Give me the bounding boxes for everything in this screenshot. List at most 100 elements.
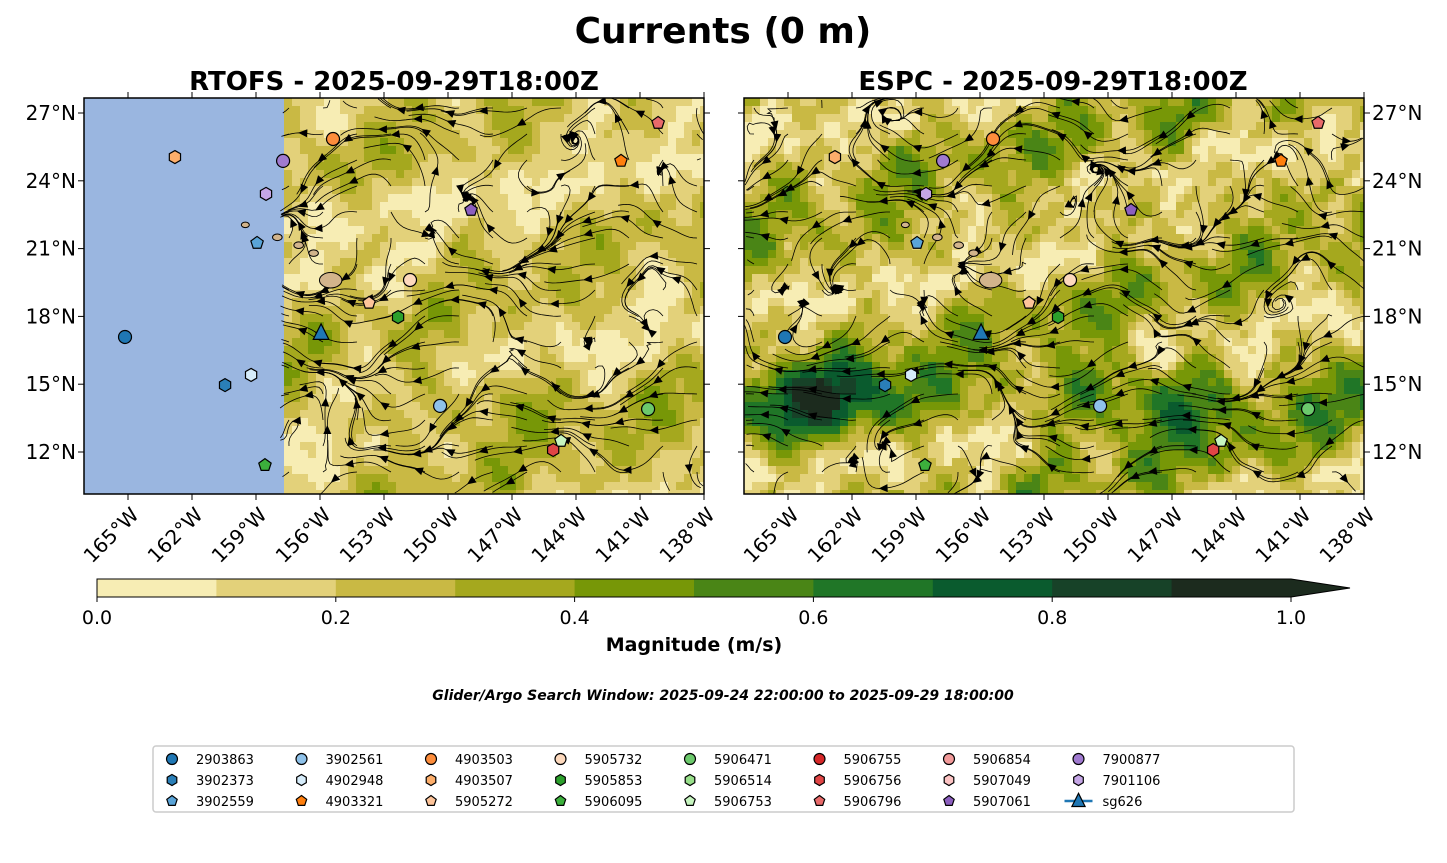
magnitude-cell [100, 426, 109, 435]
magnitude-cell [252, 170, 261, 179]
magnitude-cell [228, 378, 237, 387]
magnitude-cell [252, 298, 261, 307]
magnitude-cell [548, 202, 557, 211]
magnitude-cell [572, 346, 581, 355]
magnitude-cell [832, 146, 841, 155]
magnitude-cell [976, 98, 985, 107]
magnitude-cell [540, 354, 549, 363]
magnitude-cell [484, 186, 493, 195]
magnitude-cell [204, 122, 213, 131]
magnitude-cell [380, 202, 389, 211]
magnitude-cell [372, 474, 381, 483]
magnitude-cell [236, 346, 245, 355]
magnitude-cell [436, 194, 445, 203]
magnitude-cell [700, 282, 704, 291]
magnitude-cell [676, 282, 685, 291]
magnitude-cell [148, 282, 157, 291]
magnitude-cell [604, 394, 613, 403]
magnitude-cell [1152, 154, 1161, 163]
magnitude-cell [188, 154, 197, 163]
magnitude-cell [164, 194, 173, 203]
float-marker [614, 153, 628, 167]
magnitude-cell [84, 458, 93, 467]
magnitude-cell [492, 218, 501, 227]
magnitude-cell [596, 282, 605, 291]
magnitude-cell [668, 474, 677, 483]
magnitude-cell [172, 434, 181, 443]
magnitude-cell [228, 450, 237, 459]
magnitude-cell [588, 330, 597, 339]
magnitude-cell [220, 154, 229, 163]
magnitude-cell [436, 250, 445, 259]
magnitude-cell [776, 146, 785, 155]
magnitude-cell [148, 418, 157, 427]
magnitude-cell [180, 138, 189, 147]
magnitude-cell [628, 370, 637, 379]
magnitude-cell [100, 378, 109, 387]
magnitude-cell [784, 154, 793, 163]
magnitude-cell [620, 234, 629, 243]
magnitude-cell [540, 210, 549, 219]
magnitude-cell [596, 226, 605, 235]
magnitude-cell [524, 266, 533, 275]
magnitude-cell [420, 218, 429, 227]
magnitude-cell [252, 474, 261, 483]
magnitude-cell [944, 98, 953, 107]
magnitude-cell [124, 354, 133, 363]
magnitude-cell [676, 370, 685, 379]
magnitude-cell [228, 346, 237, 355]
magnitude-cell [180, 154, 189, 163]
magnitude-cell [268, 474, 277, 483]
magnitude-cell [428, 130, 437, 139]
magnitude-cell [268, 394, 277, 403]
magnitude-cell [612, 466, 621, 475]
magnitude-cell [500, 402, 509, 411]
magnitude-cell [444, 322, 453, 331]
magnitude-cell [676, 202, 685, 211]
streamline [281, 285, 290, 291]
magnitude-cell [484, 338, 493, 347]
magnitude-cell [428, 274, 437, 283]
magnitude-cell [84, 114, 93, 123]
magnitude-cell [692, 466, 701, 475]
magnitude-cell [156, 402, 165, 411]
magnitude-cell [960, 98, 969, 107]
magnitude-cell [476, 466, 485, 475]
magnitude-cell [636, 338, 645, 347]
magnitude-cell [220, 226, 229, 235]
magnitude-cell [484, 242, 493, 251]
magnitude-cell [692, 402, 701, 411]
magnitude-cell [332, 170, 341, 179]
magnitude-cell [540, 170, 549, 179]
magnitude-cell [92, 402, 101, 411]
magnitude-cell [676, 402, 685, 411]
magnitude-cell [116, 194, 125, 203]
streamline-arrow [466, 475, 477, 485]
magnitude-cell [684, 242, 693, 251]
magnitude-cell [204, 178, 213, 187]
magnitude-cell [596, 474, 605, 483]
magnitude-cell [848, 106, 857, 115]
streamline-arrow [390, 129, 401, 138]
magnitude-cell [1104, 122, 1113, 131]
magnitude-cell [284, 290, 293, 299]
magnitude-cell [332, 410, 341, 419]
magnitude-cell [276, 282, 285, 291]
magnitude-cell [620, 186, 629, 195]
magnitude-cell [460, 354, 469, 363]
float-marker [312, 322, 330, 340]
magnitude-cell [332, 114, 341, 123]
magnitude-cell [348, 218, 357, 227]
magnitude-cell [252, 154, 261, 163]
magnitude-cell [484, 322, 493, 331]
magnitude-cell [540, 154, 549, 163]
magnitude-cell [572, 402, 581, 411]
magnitude-cell [172, 146, 181, 155]
magnitude-cell [84, 154, 93, 163]
magnitude-cell [404, 202, 413, 211]
magnitude-cell [108, 234, 117, 243]
magnitude-cell [228, 306, 237, 315]
magnitude-cell [604, 298, 613, 307]
magnitude-cell [644, 194, 653, 203]
magnitude-cell [684, 98, 693, 107]
